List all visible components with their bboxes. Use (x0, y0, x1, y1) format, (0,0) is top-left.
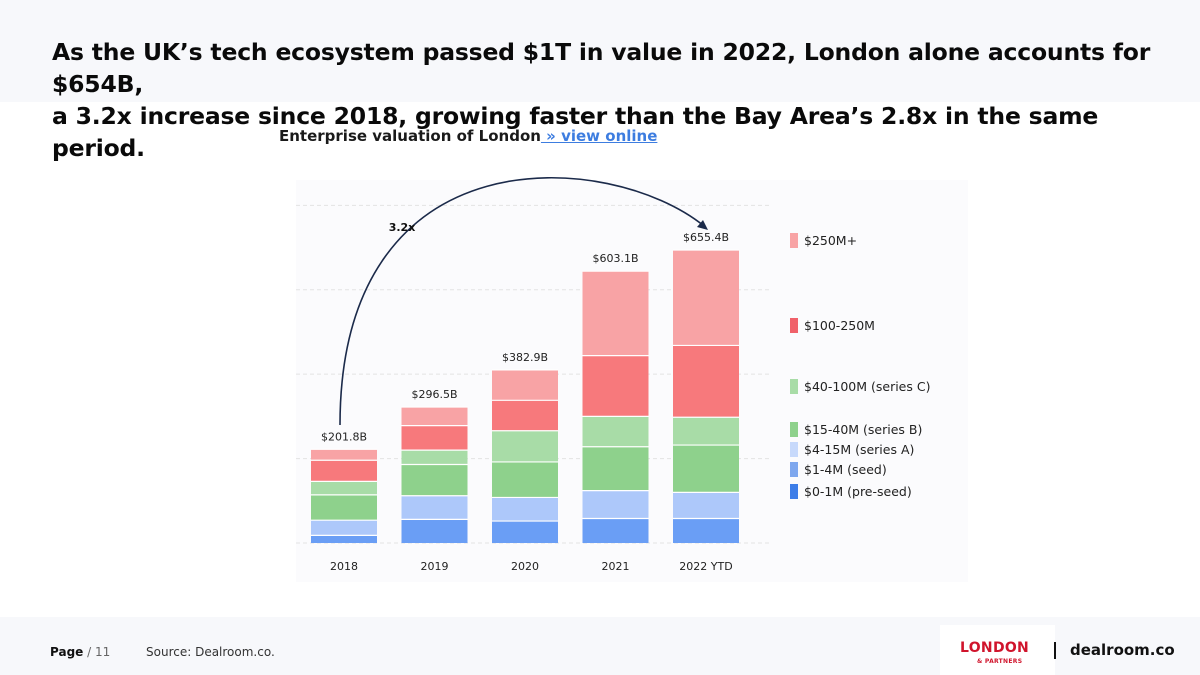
bar-segment (673, 518, 739, 543)
legend-swatch (790, 422, 798, 437)
chart-title: Enterprise valuation of London » view on… (279, 127, 657, 145)
x-tick-label: 2019 (421, 560, 449, 573)
legend-item: $15-40M (series B) (790, 422, 922, 437)
london-partners-logo: LONDON (960, 640, 1030, 656)
legend-swatch (790, 318, 798, 333)
legend-item: $0-1M (pre-seed) (790, 484, 912, 499)
bar-segment (673, 445, 739, 493)
legend-label: $15-40M (series B) (804, 422, 923, 437)
x-tick-label: 2021 (602, 560, 630, 573)
bar-segment (492, 430, 558, 462)
bar-segment (673, 417, 739, 446)
bar-segment (311, 460, 377, 482)
bar-total-labels: $201.8B $296.5B $382.9B $603.1B $655.4B (321, 231, 729, 443)
legend-item: $1-4M (seed) (790, 462, 887, 477)
growth-arrowhead (697, 220, 708, 230)
bar-segment (673, 250, 739, 346)
bar-total-label: $655.4B (683, 231, 729, 244)
bar-segment (311, 494, 377, 521)
bar-segment (673, 345, 739, 418)
x-axis-ticks: 2018 2019 2020 2021 2022 YTD (330, 560, 733, 573)
legend-item: $100-250M (790, 318, 875, 333)
bar-segment (582, 446, 649, 491)
bar-segment (582, 490, 649, 519)
bar-total-label: $603.1B (592, 252, 638, 265)
bar-segment (492, 369, 558, 401)
x-tick-label: 2020 (511, 560, 539, 573)
page-number: / 11 (87, 645, 111, 659)
london-partners-logo-subtext: & PARTNERS (977, 658, 1023, 665)
growth-arrow (339, 176, 705, 426)
bar-segment (582, 271, 649, 356)
growth-multiplier-label: 3.2x (389, 221, 416, 234)
page-headline: As the UK’s tech ecosystem passed $1T in… (52, 36, 1182, 164)
bar-segment (401, 464, 468, 496)
london-partners-logo-box (940, 625, 1055, 675)
bar-segment (311, 481, 377, 495)
legend-label: $4-15M (series A) (804, 442, 915, 457)
legend-swatch (790, 442, 798, 457)
legend-label: $250M+ (804, 233, 858, 248)
bar-total-label: $382.9B (502, 351, 548, 364)
bar-segment (401, 495, 468, 520)
bar-total-label: $296.5B (411, 388, 457, 401)
bar-segment (311, 535, 377, 543)
bar-segment (401, 450, 468, 465)
legend-label: $100-250M (804, 318, 875, 333)
x-tick-label: 2018 (330, 560, 358, 573)
legend-label: $40-100M (series C) (804, 379, 931, 394)
bar-segment (311, 520, 377, 536)
x-tick-label: 2022 YTD (679, 560, 732, 573)
stacked-bar-chart: $201.8B $296.5B $382.9B $603.1B $655.4B 2018… (296, 176, 770, 573)
bar-stacks (311, 249, 739, 543)
bar-segment (401, 407, 468, 426)
bar-segment (401, 425, 468, 451)
page-indicator: Page / 11 (50, 645, 110, 659)
headline-line-1: As the UK’s tech ecosystem passed $1T in… (52, 38, 1151, 98)
legend-swatch (790, 484, 798, 499)
legend-label: $0-1M (pre-seed) (804, 484, 912, 499)
legend-item: $250M+ (790, 233, 857, 248)
bar-segment (492, 521, 558, 543)
legend-item: $40-100M (series C) (790, 379, 930, 394)
legend-swatch (790, 379, 798, 394)
view-online-link[interactable]: » view online (540, 127, 658, 145)
bar-segment (582, 416, 649, 447)
source-note: Source: Dealroom.co. (146, 645, 275, 659)
bar-total-label: $201.8B (321, 430, 367, 443)
bar-segment (311, 449, 377, 461)
bar-segment (492, 461, 558, 498)
bar-segment (492, 497, 558, 522)
bar-segment (492, 400, 558, 431)
headline-line-2: a 3.2x increase since 2018, growing fast… (52, 102, 1099, 162)
legend-label: $1-4M (seed) (804, 462, 887, 477)
growth-annotation: 3.2x (339, 176, 708, 426)
header-band (0, 0, 1200, 102)
dealroom-logo: dealroom.co (1070, 641, 1175, 659)
bar-segment (401, 519, 468, 543)
chart-title-text: Enterprise valuation of London (279, 127, 541, 145)
legend-swatch (790, 233, 798, 248)
legend-swatch (790, 462, 798, 477)
bar-segment (582, 518, 649, 543)
bar-segment (673, 492, 739, 519)
legend-item: $4-15M (series A) (790, 442, 914, 457)
bar-segment (582, 355, 649, 417)
logo-separator (1054, 642, 1056, 659)
page-label: Page (50, 645, 84, 659)
